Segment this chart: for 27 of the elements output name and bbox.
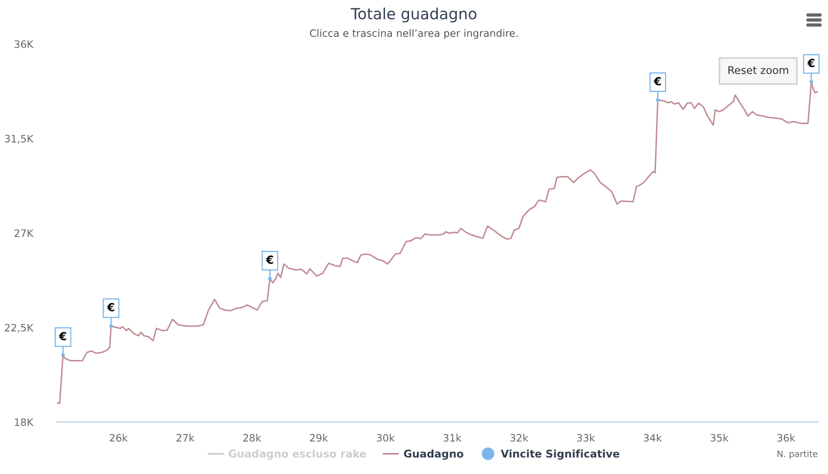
x-tick-label: 27k xyxy=(176,434,195,442)
legend-label: Guadagno xyxy=(404,449,464,460)
x-tick-label: 26k xyxy=(110,434,128,442)
legend-label: Vincite Significative xyxy=(500,449,620,460)
x-tick-label: 33k xyxy=(577,434,596,442)
y-tick-label: 18K xyxy=(14,418,34,426)
x-tick-label: 32k xyxy=(510,434,528,442)
x-axis-title: N. partite xyxy=(778,450,818,459)
data-label: € xyxy=(266,256,274,264)
x-tick-label: 36k xyxy=(777,434,796,442)
chart-subtitle: Clicca e trascina nell’area per ingrandire. xyxy=(310,29,518,39)
x-tick-label: 31k xyxy=(444,434,462,442)
annotation: Reset zoom xyxy=(728,66,788,74)
data-label: € xyxy=(106,302,114,312)
y-tick-label: 31,5K xyxy=(4,134,34,144)
x-tick-label: 35k xyxy=(710,434,729,442)
data-label: € xyxy=(58,332,66,340)
y-tick-label: 27K xyxy=(14,229,34,237)
y-tick-label: 22,5K xyxy=(4,324,34,333)
x-tick-label: 34k xyxy=(644,434,662,442)
x-tick-label: 29k xyxy=(310,434,328,442)
data-label: € xyxy=(654,77,661,86)
chart-title: Totale guadagno xyxy=(350,8,476,22)
x-tick-label: 30k xyxy=(376,434,395,442)
x-tick-label: 28k xyxy=(243,434,262,442)
y-tick-label: 36K xyxy=(14,40,34,48)
data-label: € xyxy=(807,58,814,68)
